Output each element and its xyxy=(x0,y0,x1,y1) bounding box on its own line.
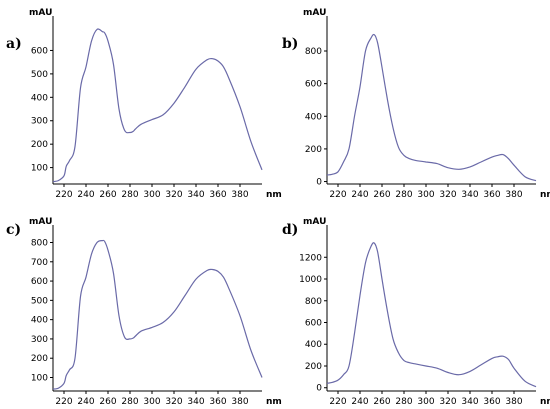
x-axis-unit-c: nm xyxy=(266,397,282,407)
y-tick-label-c: 800 xyxy=(31,239,48,249)
y-tick-label-c: 600 xyxy=(31,277,48,287)
spectrum-line-d xyxy=(326,242,537,388)
y-tick-label-c: 500 xyxy=(31,296,48,306)
y-tick-label-d: 1000 xyxy=(299,275,322,285)
y-axis-unit-b: mAU xyxy=(303,8,326,18)
y-tick-label-a: 600 xyxy=(31,46,48,56)
y-tick-label-d: 400 xyxy=(305,340,322,350)
y-tick-label-d: 600 xyxy=(305,319,322,329)
x-tick-label-d: 260 xyxy=(373,397,390,407)
x-tick-label-d: 380 xyxy=(505,397,522,407)
x-tick-label-a: 340 xyxy=(187,190,204,200)
x-tick-label-c: 360 xyxy=(209,397,226,407)
x-tick-label-b: 240 xyxy=(351,190,368,200)
y-tick-label-b: 600 xyxy=(305,80,322,90)
x-tick-label-a: 220 xyxy=(55,190,72,200)
y-tick-label-c: 400 xyxy=(31,316,48,326)
x-tick-label-d: 340 xyxy=(461,397,478,407)
spectrum-line-a xyxy=(52,28,263,183)
y-axis-unit-c: mAU xyxy=(29,217,52,227)
x-tick-label-d: 280 xyxy=(395,397,412,407)
x-axis-unit-b: nm xyxy=(540,190,550,200)
x-tick-label-b: 280 xyxy=(395,190,412,200)
x-tick-label-a: 260 xyxy=(99,190,116,200)
y-axis-unit-d: mAU xyxy=(303,217,326,227)
x-tick-label-d: 300 xyxy=(417,397,434,407)
y-axis-unit-a: mAU xyxy=(29,8,52,18)
x-tick-label-b: 300 xyxy=(417,190,434,200)
y-tick-label-a: 200 xyxy=(31,140,48,150)
x-tick-label-c: 260 xyxy=(99,397,116,407)
y-tick-label-d: 800 xyxy=(305,297,322,307)
y-tick-label-c: 100 xyxy=(31,374,48,384)
x-tick-label-b: 360 xyxy=(483,190,500,200)
x-axis-unit-d: nm xyxy=(540,397,550,407)
x-tick-label-a: 320 xyxy=(165,190,182,200)
y-tick-label-a: 400 xyxy=(31,93,48,103)
x-tick-label-a: 280 xyxy=(121,190,138,200)
x-tick-label-d: 220 xyxy=(329,397,346,407)
y-tick-label-b: 400 xyxy=(305,112,322,122)
x-axis-unit-a: nm xyxy=(266,190,282,200)
x-tick-label-d: 240 xyxy=(351,397,368,407)
x-tick-label-c: 220 xyxy=(55,397,72,407)
spectrum-line-b xyxy=(326,33,537,182)
y-tick-label-c: 200 xyxy=(31,354,48,364)
x-tick-label-a: 360 xyxy=(209,190,226,200)
y-tick-label-d: 1200 xyxy=(299,253,322,263)
x-tick-label-b: 220 xyxy=(329,190,346,200)
x-tick-label-b: 380 xyxy=(505,190,522,200)
x-tick-label-b: 320 xyxy=(439,190,456,200)
y-tick-label-a: 300 xyxy=(31,117,48,127)
x-tick-label-d: 320 xyxy=(439,397,456,407)
y-tick-label-c: 700 xyxy=(31,258,48,268)
y-tick-label-c: 300 xyxy=(31,335,48,345)
x-tick-label-c: 380 xyxy=(231,397,248,407)
y-tick-label-a: 500 xyxy=(31,70,48,80)
x-tick-label-c: 300 xyxy=(143,397,160,407)
panel-label-c: c) xyxy=(6,222,21,238)
x-tick-label-a: 300 xyxy=(143,190,160,200)
panel-label-a: a) xyxy=(6,36,22,52)
y-tick-label-b: 200 xyxy=(305,145,322,155)
x-tick-label-d: 360 xyxy=(483,397,500,407)
y-tick-label-b: 0 xyxy=(316,178,322,188)
y-tick-label-b: 800 xyxy=(305,47,322,57)
y-tick-label-d: 0 xyxy=(316,384,322,394)
y-tick-label-d: 200 xyxy=(305,362,322,372)
x-tick-label-b: 260 xyxy=(373,190,390,200)
x-tick-label-c: 340 xyxy=(187,397,204,407)
x-tick-label-c: 240 xyxy=(77,397,94,407)
x-tick-label-a: 240 xyxy=(77,190,94,200)
panel-label-d: d) xyxy=(282,222,298,238)
x-tick-label-c: 280 xyxy=(121,397,138,407)
x-tick-label-b: 340 xyxy=(461,190,478,200)
spectrum-line-c xyxy=(52,239,263,390)
x-tick-label-c: 320 xyxy=(165,397,182,407)
y-tick-label-a: 100 xyxy=(31,164,48,174)
x-tick-label-a: 380 xyxy=(231,190,248,200)
panel-label-b: b) xyxy=(282,36,298,52)
